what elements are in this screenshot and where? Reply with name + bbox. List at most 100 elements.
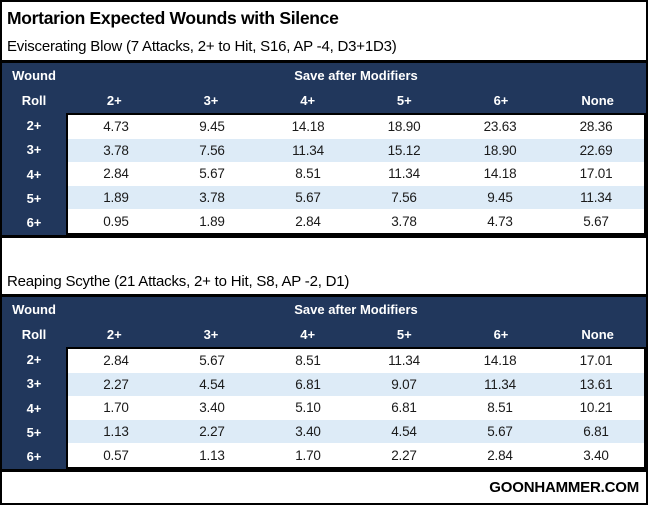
cell-value: 2.84 — [103, 166, 129, 182]
column-header: 3+ — [203, 327, 219, 342]
cell-value: 5.67 — [199, 353, 225, 369]
column-header: 2+ — [106, 93, 122, 108]
cell-value: 8.51 — [295, 353, 321, 369]
cell-value: 3.40 — [583, 447, 609, 463]
column-header: None — [581, 327, 614, 342]
row-label-column: 2+ 3+ 4+ 5+ 6+ — [2, 113, 66, 235]
cell-value: 9.45 — [487, 190, 513, 206]
cell-value: 10.21 — [579, 400, 613, 416]
row-label: 3+ — [26, 376, 42, 392]
cell-value: 5.67 — [199, 166, 225, 182]
cell-value: 1.89 — [103, 190, 129, 206]
cell-value: 3.78 — [103, 142, 129, 158]
cell-value: 9.45 — [199, 119, 225, 135]
cell-value: 28.36 — [579, 119, 613, 135]
cell-value: 4.73 — [103, 119, 129, 135]
column-header: 4+ — [300, 93, 316, 108]
table2-data-grid: 2.84 5.67 8.51 11.34 14.18 17.01 2.27 4.… — [66, 347, 646, 469]
row-label: 2+ — [26, 117, 42, 133]
table1-body: 2+ 3+ 4+ 5+ 6+ 4.73 9.45 14.18 18.90 23.… — [2, 113, 646, 235]
table-row: 1.70 3.40 5.10 6.81 8.51 10.21 — [68, 396, 644, 420]
goonhammer-watermark: GOONHAMMER.COM — [489, 479, 639, 496]
cell-value: 11.34 — [484, 376, 516, 392]
cell-value: 13.61 — [579, 376, 613, 392]
table-row: 0.95 1.89 2.84 3.78 4.73 5.67 — [68, 209, 644, 233]
cell-value: 2.84 — [103, 353, 129, 369]
cell-value: 4.54 — [391, 424, 417, 440]
table-reaping-scythe: Wound Save after Modifiers Roll 2+ 3+ 4+… — [2, 294, 646, 472]
table-row: 4.73 9.45 14.18 18.90 23.63 28.36 — [68, 115, 644, 139]
group-header-save-after-modifiers: Save after Modifiers — [294, 68, 418, 83]
cell-value: 1.89 — [199, 213, 225, 229]
table-row: 0.57 1.13 1.70 2.27 2.84 3.40 — [68, 443, 644, 467]
cell-value: 7.56 — [199, 142, 225, 158]
cell-value: 22.69 — [579, 142, 613, 158]
cell-value: 6.81 — [391, 400, 417, 416]
cell-value: 2.84 — [295, 213, 321, 229]
cell-value: 11.34 — [388, 353, 420, 369]
cell-value: 5.10 — [295, 400, 321, 416]
table2-body: 2+ 3+ 4+ 5+ 6+ 2.84 5.67 8.51 11.34 14.1… — [2, 347, 646, 469]
table1-header: Wound Save after Modifiers Roll 2+ 3+ 4+… — [2, 63, 646, 113]
cell-value: 2.27 — [391, 447, 417, 463]
column-header: 5+ — [396, 93, 412, 108]
group-header-save-after-modifiers: Save after Modifiers — [294, 302, 418, 317]
cell-value: 6.81 — [295, 376, 321, 392]
cell-value: 4.54 — [199, 376, 225, 392]
page-title: Mortarion Expected Wounds with Silence — [7, 7, 339, 28]
row-label: 2+ — [26, 351, 42, 367]
cell-value: 23.63 — [483, 119, 517, 135]
table-row: 3.78 7.56 11.34 15.12 18.90 22.69 — [68, 138, 644, 163]
column-header: 2+ — [106, 327, 122, 342]
table-row: 2.84 5.67 8.51 11.34 14.18 17.01 — [68, 162, 644, 186]
cell-value: 14.18 — [483, 166, 517, 182]
table-eviscerating-blow: Wound Save after Modifiers Roll 2+ 3+ 4+… — [2, 60, 646, 238]
row-label: 4+ — [26, 166, 42, 182]
row-label: 5+ — [26, 190, 42, 206]
row-label: 3+ — [26, 142, 42, 158]
cell-value: 11.34 — [292, 142, 324, 158]
table-row: 1.13 2.27 3.40 4.54 5.67 6.81 — [68, 419, 644, 444]
cell-value: 1.13 — [199, 447, 225, 463]
row-label: 6+ — [26, 449, 42, 465]
cell-value: 8.51 — [295, 166, 321, 182]
cell-value: 5.67 — [583, 213, 609, 229]
column-header: None — [581, 93, 614, 108]
corner-label-wound: Wound — [12, 68, 56, 83]
cell-value: 11.34 — [580, 190, 612, 206]
table-row: 1.89 3.78 5.67 7.56 9.45 11.34 — [68, 185, 644, 210]
table1-subtitle: Eviscerating Blow (7 Attacks, 2+ to Hit,… — [7, 37, 397, 55]
cell-value: 11.34 — [388, 166, 420, 182]
cell-value: 1.70 — [103, 400, 129, 416]
cell-value: 18.90 — [483, 142, 517, 158]
cell-value: 1.70 — [295, 447, 321, 463]
row-label-column: 2+ 3+ 4+ 5+ 6+ — [2, 347, 66, 469]
table1-data-grid: 4.73 9.45 14.18 18.90 23.63 28.36 3.78 7… — [66, 113, 646, 235]
table2-subtitle: Reaping Scythe (21 Attacks, 2+ to Hit, S… — [7, 273, 350, 290]
column-header: 6+ — [493, 327, 509, 342]
column-header: 6+ — [493, 93, 509, 108]
cell-value: 17.01 — [579, 353, 613, 369]
column-header: 4+ — [300, 327, 316, 342]
cell-value: 3.78 — [199, 190, 225, 206]
cell-value: 15.12 — [387, 142, 421, 158]
cell-value: 8.51 — [487, 400, 513, 416]
cell-value: 1.13 — [103, 424, 129, 440]
cell-value: 5.67 — [295, 190, 321, 206]
cell-value: 7.56 — [391, 190, 417, 206]
table-row: 2.27 4.54 6.81 9.07 11.34 13.61 — [68, 372, 644, 397]
cell-value: 3.40 — [295, 424, 321, 440]
column-header: 5+ — [396, 327, 412, 342]
cell-value: 17.01 — [579, 166, 613, 182]
cell-value: 14.18 — [483, 353, 517, 369]
cell-value: 18.90 — [387, 119, 421, 135]
row-label: 5+ — [26, 424, 42, 440]
table2-header: Wound Save after Modifiers Roll 2+ 3+ 4+… — [2, 297, 646, 347]
cell-value: 5.67 — [487, 424, 513, 440]
cell-value: 0.95 — [103, 213, 129, 229]
cell-value: 4.73 — [487, 213, 513, 229]
column-header: 3+ — [203, 93, 219, 108]
corner-label-wound: Wound — [12, 302, 56, 317]
table-row: 2.84 5.67 8.51 11.34 14.18 17.01 — [68, 349, 644, 373]
cell-value: 2.27 — [103, 376, 129, 392]
